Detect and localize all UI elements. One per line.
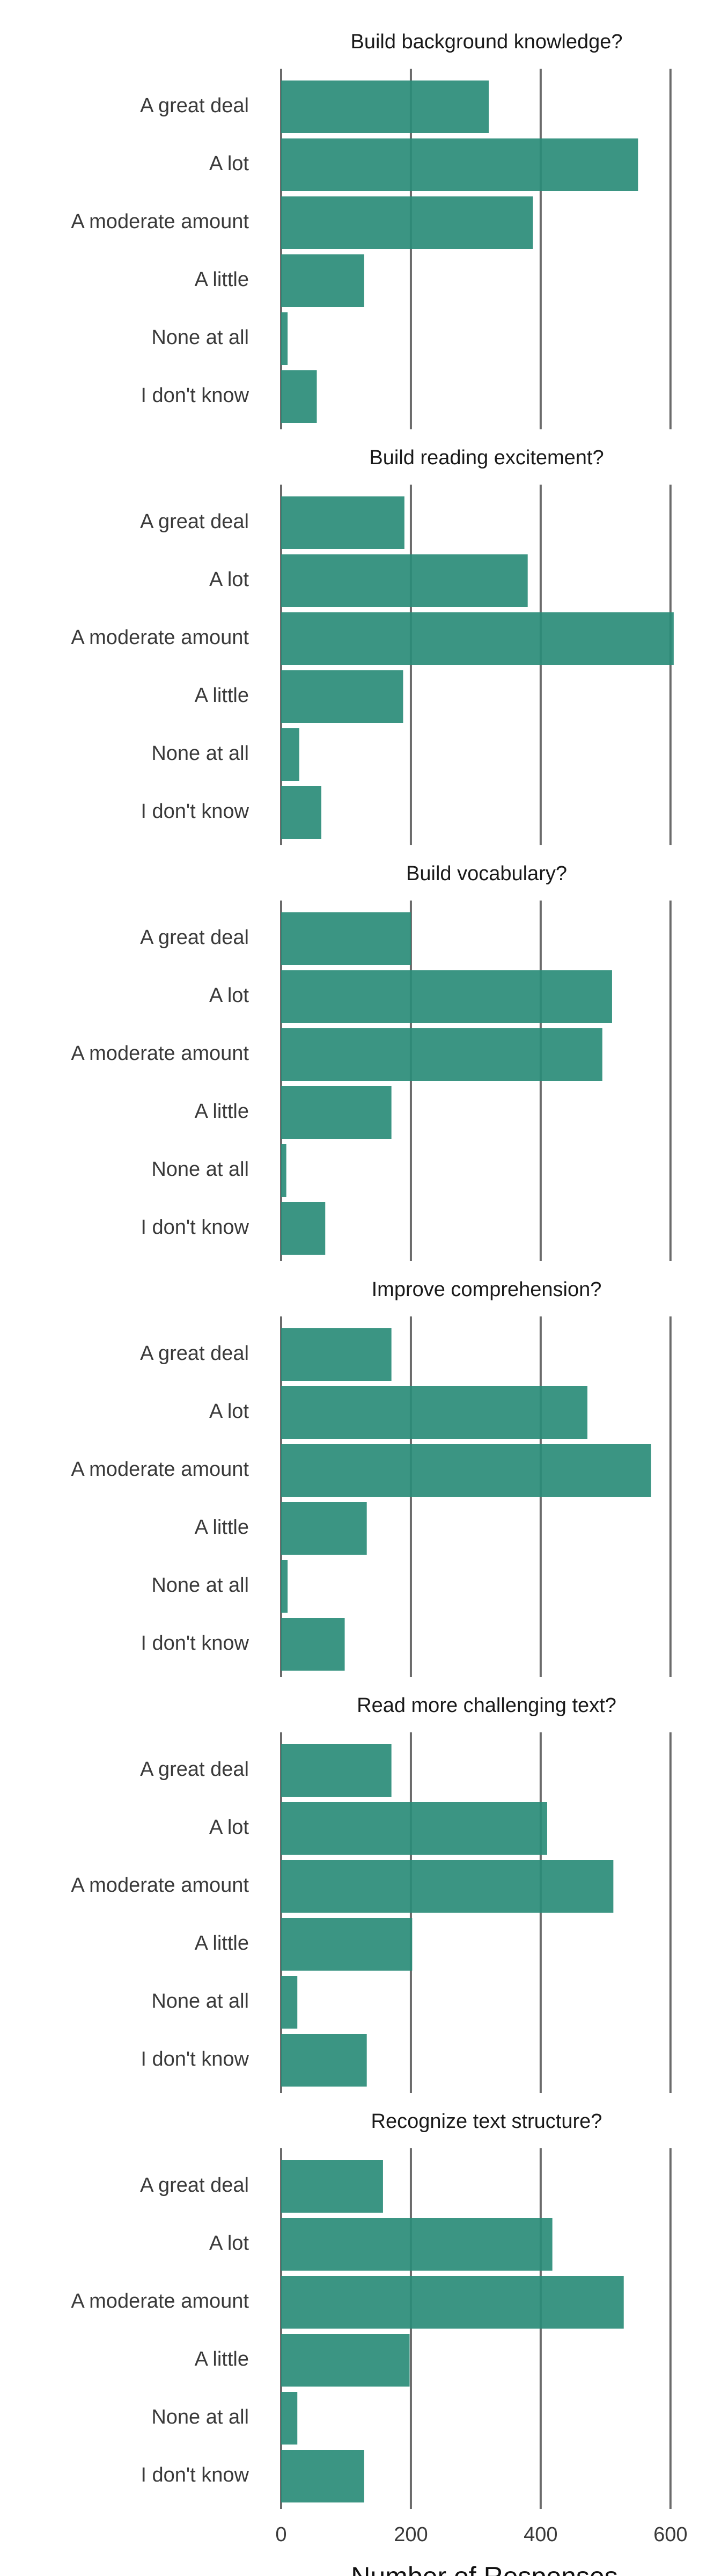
panel-title: Build vocabulary? <box>406 862 567 885</box>
category-label: A great deal <box>140 1342 249 1365</box>
category-label: I don't know <box>141 800 249 823</box>
category-label: A little <box>195 2348 249 2370</box>
category-label: A lot <box>209 984 249 1007</box>
category-label: None at all <box>151 742 249 765</box>
category-label: A lot <box>209 152 249 175</box>
category-label: I don't know <box>141 1216 249 1239</box>
bar <box>281 1202 326 1255</box>
category-label: A lot <box>209 1400 249 1423</box>
category-label: A great deal <box>140 94 249 117</box>
bar <box>281 1144 286 1197</box>
bar <box>281 80 489 133</box>
category-label: A moderate amount <box>71 210 249 233</box>
bar <box>281 370 317 423</box>
category-label: None at all <box>151 2406 249 2428</box>
category-label: I don't know <box>141 2048 249 2070</box>
panel-title: Improve comprehension? <box>372 1278 602 1301</box>
category-label: A moderate amount <box>71 1874 249 1897</box>
x-axis-title: Number of Responses <box>351 2562 617 2576</box>
bar <box>281 1444 651 1497</box>
bar <box>281 312 288 365</box>
panel-title: Build reading excitement? <box>369 447 604 469</box>
bar <box>281 138 638 191</box>
category-label: A lot <box>209 568 249 591</box>
bar <box>281 1976 298 2029</box>
category-label: I don't know <box>141 2464 249 2486</box>
category-label: A moderate amount <box>71 1042 249 1065</box>
bar <box>281 912 411 965</box>
bar <box>281 1560 288 1613</box>
category-label: A little <box>195 1516 249 1539</box>
bar <box>281 554 528 607</box>
bar <box>281 728 299 781</box>
category-label: A little <box>195 684 249 707</box>
bar <box>281 1860 614 1913</box>
bar <box>281 2034 367 2087</box>
category-label: I don't know <box>141 384 249 407</box>
category-label: A moderate amount <box>71 2290 249 2312</box>
x-tick-label: 600 <box>653 2523 687 2546</box>
panel-title: Read more challenging text? <box>357 1694 616 1717</box>
category-label: None at all <box>151 326 249 349</box>
x-tick-label: 400 <box>524 2523 557 2546</box>
category-label: None at all <box>151 1158 249 1181</box>
bar <box>281 2160 383 2213</box>
bar <box>281 254 364 307</box>
category-label: None at all <box>151 1990 249 2012</box>
x-tick-label: 200 <box>394 2523 428 2546</box>
bar <box>281 1086 392 1139</box>
category-label: A lot <box>209 2232 249 2255</box>
category-label: A moderate amount <box>71 626 249 649</box>
bar <box>281 2392 298 2445</box>
panel-title: Build background knowledge? <box>350 31 622 53</box>
category-label: A great deal <box>140 1758 249 1781</box>
bar <box>281 1502 367 1555</box>
category-label: A little <box>195 268 249 291</box>
bar <box>281 1386 587 1439</box>
bar <box>281 786 321 839</box>
category-label: A great deal <box>140 510 249 533</box>
category-label: A little <box>195 1932 249 1955</box>
bar <box>281 2334 410 2387</box>
bar <box>281 1918 413 1971</box>
bar <box>281 1618 345 1671</box>
bar <box>281 2218 553 2271</box>
category-label: A great deal <box>140 2174 249 2197</box>
bar <box>281 496 404 549</box>
x-tick-label: 0 <box>275 2523 286 2546</box>
bar <box>281 612 674 665</box>
panel-title: Recognize text structure? <box>371 2110 602 2133</box>
bar <box>281 1328 392 1381</box>
bar <box>281 196 533 249</box>
category-label: A great deal <box>140 926 249 949</box>
category-label: A little <box>195 1100 249 1123</box>
category-label: I don't know <box>141 1632 249 1655</box>
category-label: A lot <box>209 1816 249 1839</box>
bar <box>281 670 403 723</box>
category-label: None at all <box>151 1574 249 1597</box>
bar <box>281 2276 624 2329</box>
bar <box>281 1028 602 1081</box>
bar <box>281 2450 364 2502</box>
category-label: A moderate amount <box>71 1458 249 1481</box>
bar <box>281 1802 547 1855</box>
bar <box>281 1744 392 1797</box>
bar <box>281 970 612 1023</box>
